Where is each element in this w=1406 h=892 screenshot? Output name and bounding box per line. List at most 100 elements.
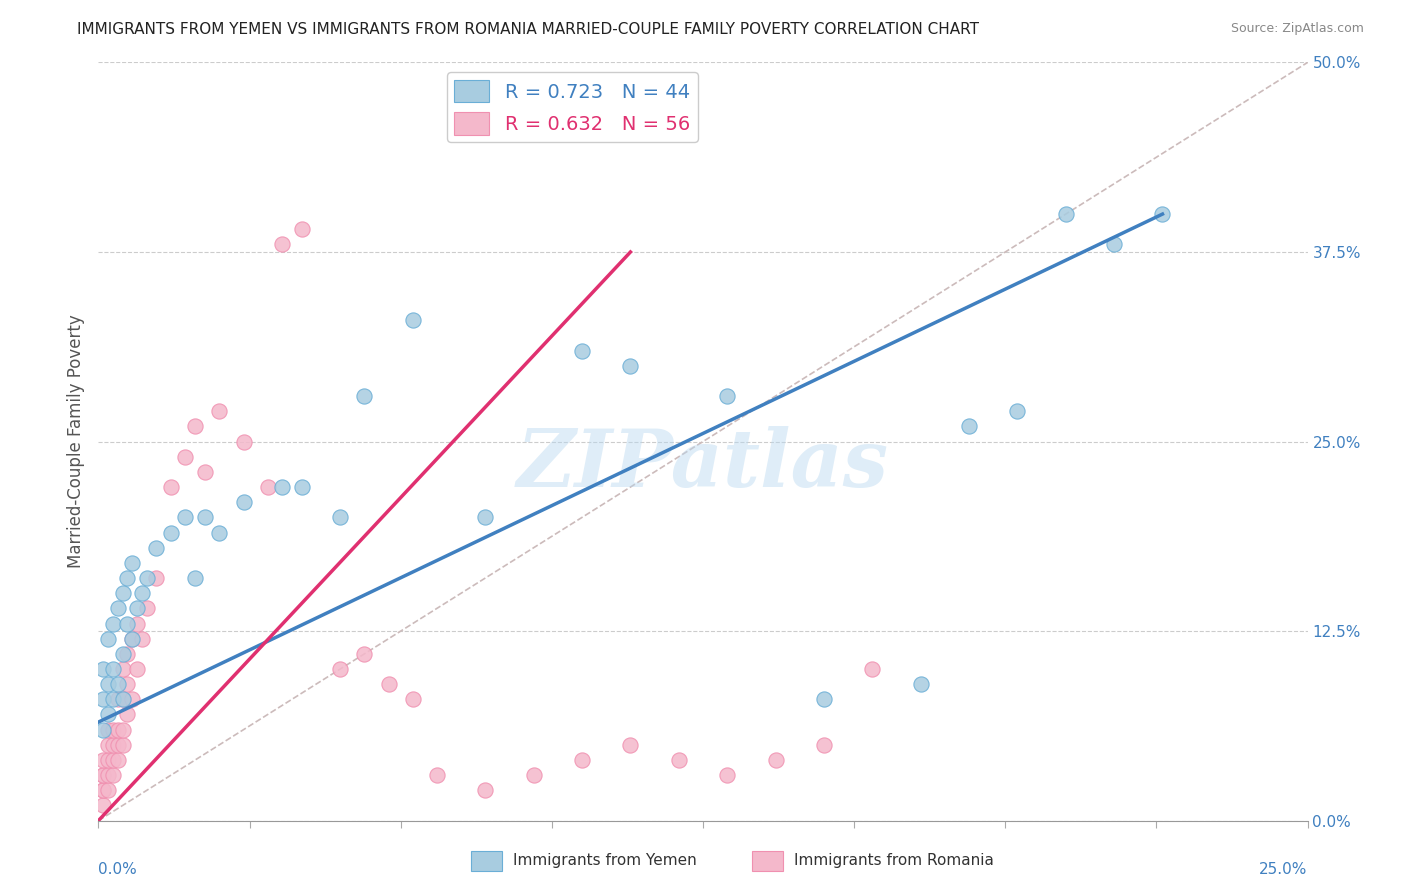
Point <box>91 783 114 797</box>
Point <box>1102 237 1125 252</box>
Text: 25.0%: 25.0% <box>1260 863 1308 878</box>
Point <box>474 783 496 797</box>
Point <box>101 738 124 752</box>
Point <box>101 768 124 782</box>
Text: Source: ZipAtlas.com: Source: ZipAtlas.com <box>1230 22 1364 36</box>
Point <box>91 662 114 676</box>
Point <box>813 738 835 752</box>
Point <box>97 707 120 722</box>
Point <box>160 480 183 494</box>
Point <box>271 237 294 252</box>
Point <box>91 692 114 706</box>
Legend: R = 0.723   N = 44, R = 0.632   N = 56: R = 0.723 N = 44, R = 0.632 N = 56 <box>447 72 697 143</box>
Point <box>111 723 134 737</box>
Point <box>101 692 124 706</box>
Point <box>256 480 278 494</box>
Point <box>135 571 157 585</box>
Point <box>131 586 153 600</box>
Point <box>131 632 153 646</box>
Point <box>377 677 399 691</box>
Point <box>329 662 352 676</box>
Text: IMMIGRANTS FROM YEMEN VS IMMIGRANTS FROM ROMANIA MARRIED-COUPLE FAMILY POVERTY C: IMMIGRANTS FROM YEMEN VS IMMIGRANTS FROM… <box>77 22 980 37</box>
Point <box>107 723 129 737</box>
Point <box>91 768 114 782</box>
Point <box>111 738 134 752</box>
Point <box>127 616 149 631</box>
Point <box>97 753 120 767</box>
Point <box>107 677 129 691</box>
Point <box>184 571 207 585</box>
Point <box>1054 207 1077 221</box>
Point <box>208 525 231 540</box>
Point <box>117 616 139 631</box>
Point <box>101 753 124 767</box>
Point <box>101 662 124 676</box>
Point <box>910 677 932 691</box>
Point <box>402 313 425 327</box>
Point <box>107 738 129 752</box>
Text: Immigrants from Yemen: Immigrants from Yemen <box>513 854 697 868</box>
Point <box>117 677 139 691</box>
Point <box>97 768 120 782</box>
Point <box>571 343 593 358</box>
Point <box>765 753 787 767</box>
Point <box>101 616 124 631</box>
Point <box>290 222 312 236</box>
Point <box>107 753 129 767</box>
Point <box>290 480 312 494</box>
Point <box>271 480 294 494</box>
Point <box>107 692 129 706</box>
Point <box>619 359 641 373</box>
Text: Immigrants from Romania: Immigrants from Romania <box>794 854 994 868</box>
Point <box>97 632 120 646</box>
Point <box>91 753 114 767</box>
Point <box>174 450 197 464</box>
Point <box>232 434 254 449</box>
Point <box>668 753 690 767</box>
Point <box>426 768 449 782</box>
Point <box>107 601 129 615</box>
Point <box>127 662 149 676</box>
Point <box>91 723 114 737</box>
Point <box>91 798 114 813</box>
Point <box>121 692 143 706</box>
Point <box>97 738 120 752</box>
Point <box>97 723 120 737</box>
Point <box>145 571 167 585</box>
Point <box>619 738 641 752</box>
Point <box>121 632 143 646</box>
Point <box>111 692 134 706</box>
Point <box>353 389 375 403</box>
Point <box>91 768 114 782</box>
Point <box>111 586 134 600</box>
Text: ZIPatlas: ZIPatlas <box>517 425 889 503</box>
Point <box>127 601 149 615</box>
Point <box>957 419 980 434</box>
Point <box>194 510 217 524</box>
Point <box>474 510 496 524</box>
Point <box>353 647 375 661</box>
Point <box>232 495 254 509</box>
Point <box>117 571 139 585</box>
Point <box>402 692 425 706</box>
Point <box>194 465 217 479</box>
Point <box>121 632 143 646</box>
Point <box>145 541 167 555</box>
Point <box>97 783 120 797</box>
Point <box>111 662 134 676</box>
Point <box>160 525 183 540</box>
Point <box>813 692 835 706</box>
Point <box>523 768 546 782</box>
Point <box>1007 404 1029 418</box>
Point <box>571 753 593 767</box>
Point <box>1152 207 1174 221</box>
Text: 0.0%: 0.0% <box>98 863 138 878</box>
Point <box>174 510 197 524</box>
Point <box>111 692 134 706</box>
Point <box>135 601 157 615</box>
Point <box>716 768 738 782</box>
Point <box>117 707 139 722</box>
Point <box>101 723 124 737</box>
Point <box>91 783 114 797</box>
Point <box>329 510 352 524</box>
